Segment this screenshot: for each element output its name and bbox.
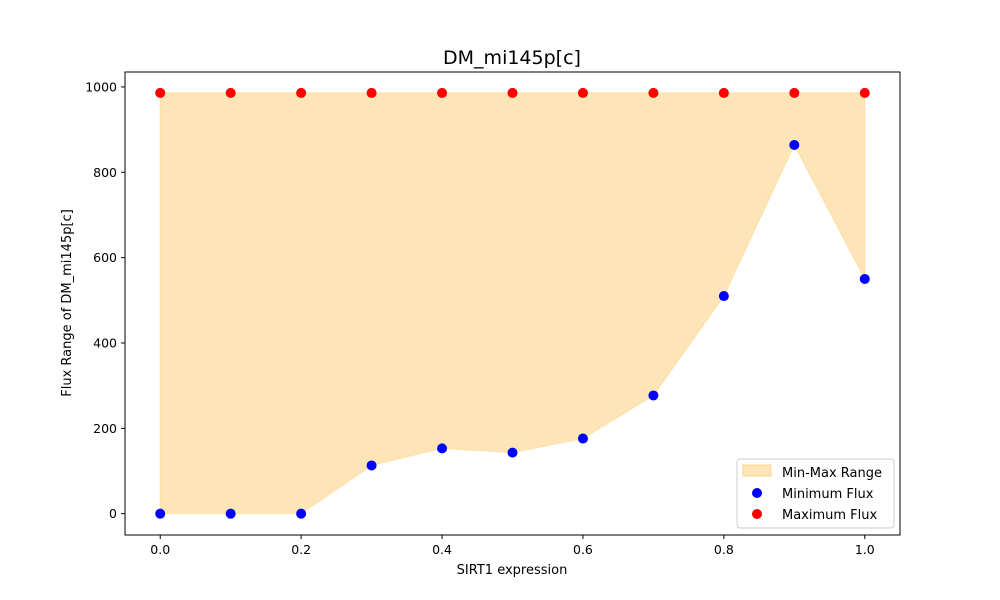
min-flux-point xyxy=(789,139,800,150)
x-tick-label: 0.8 xyxy=(714,542,734,557)
tick-layer: 0.0 0.2 0.4 0.6 0.8 1.0 0 200 400 600 800 1000 xyxy=(85,79,875,557)
x-tick-label: 0.0 xyxy=(150,542,170,557)
min-flux-point xyxy=(718,291,729,302)
legend: Min-Max Range Minimum Flux Maximum Flux xyxy=(736,458,895,529)
min-flux-point xyxy=(296,508,307,519)
max-flux-point xyxy=(859,87,870,98)
x-tick-label: 0.4 xyxy=(432,542,452,557)
legend-label-range: Min-Max Range xyxy=(782,466,882,481)
chart-title: DM_mi145p[c] xyxy=(443,47,581,69)
legend-box xyxy=(736,458,895,529)
y-axis-label: Flux Range of DM_mi145p[c] xyxy=(60,209,75,397)
min-flux-point xyxy=(155,508,166,519)
x-axis-label: SIRT1 expression xyxy=(457,563,568,578)
x-tick-label: 0.2 xyxy=(291,542,311,557)
legend-label-min: Minimum Flux xyxy=(782,487,874,502)
max-flux-point xyxy=(296,87,307,98)
min-flux-point xyxy=(859,273,870,284)
max-flux-point xyxy=(789,87,800,98)
min-flux-point xyxy=(507,447,518,458)
legend-label-max: Maximum Flux xyxy=(782,508,878,523)
min-flux-point xyxy=(648,390,659,401)
y-tick-label: 0 xyxy=(109,506,117,521)
min-flux-point xyxy=(225,508,236,519)
marker-layer xyxy=(155,87,870,519)
max-flux-point xyxy=(366,87,377,98)
min-flux-point xyxy=(577,433,588,444)
y-tick-label: 800 xyxy=(93,165,117,180)
min-flux-point xyxy=(437,443,448,454)
min-flux-point xyxy=(366,460,377,471)
max-flux-point xyxy=(155,87,166,98)
legend-min-marker xyxy=(752,488,762,498)
x-tick-label: 0.6 xyxy=(573,542,593,557)
y-tick-label: 600 xyxy=(93,250,117,265)
legend-max-marker xyxy=(752,509,762,519)
max-flux-point xyxy=(648,87,659,98)
y-tick-label: 400 xyxy=(93,335,117,350)
max-flux-point xyxy=(507,87,518,98)
y-tick-label: 200 xyxy=(93,421,117,436)
y-tick-label: 1000 xyxy=(85,79,117,94)
max-flux-point xyxy=(577,87,588,98)
max-flux-point xyxy=(225,87,236,98)
legend-fill-swatch xyxy=(742,464,772,477)
max-flux-point xyxy=(437,87,448,98)
max-flux-point xyxy=(718,87,729,98)
x-tick-label: 1.0 xyxy=(855,542,875,557)
axes-frame xyxy=(124,71,901,536)
